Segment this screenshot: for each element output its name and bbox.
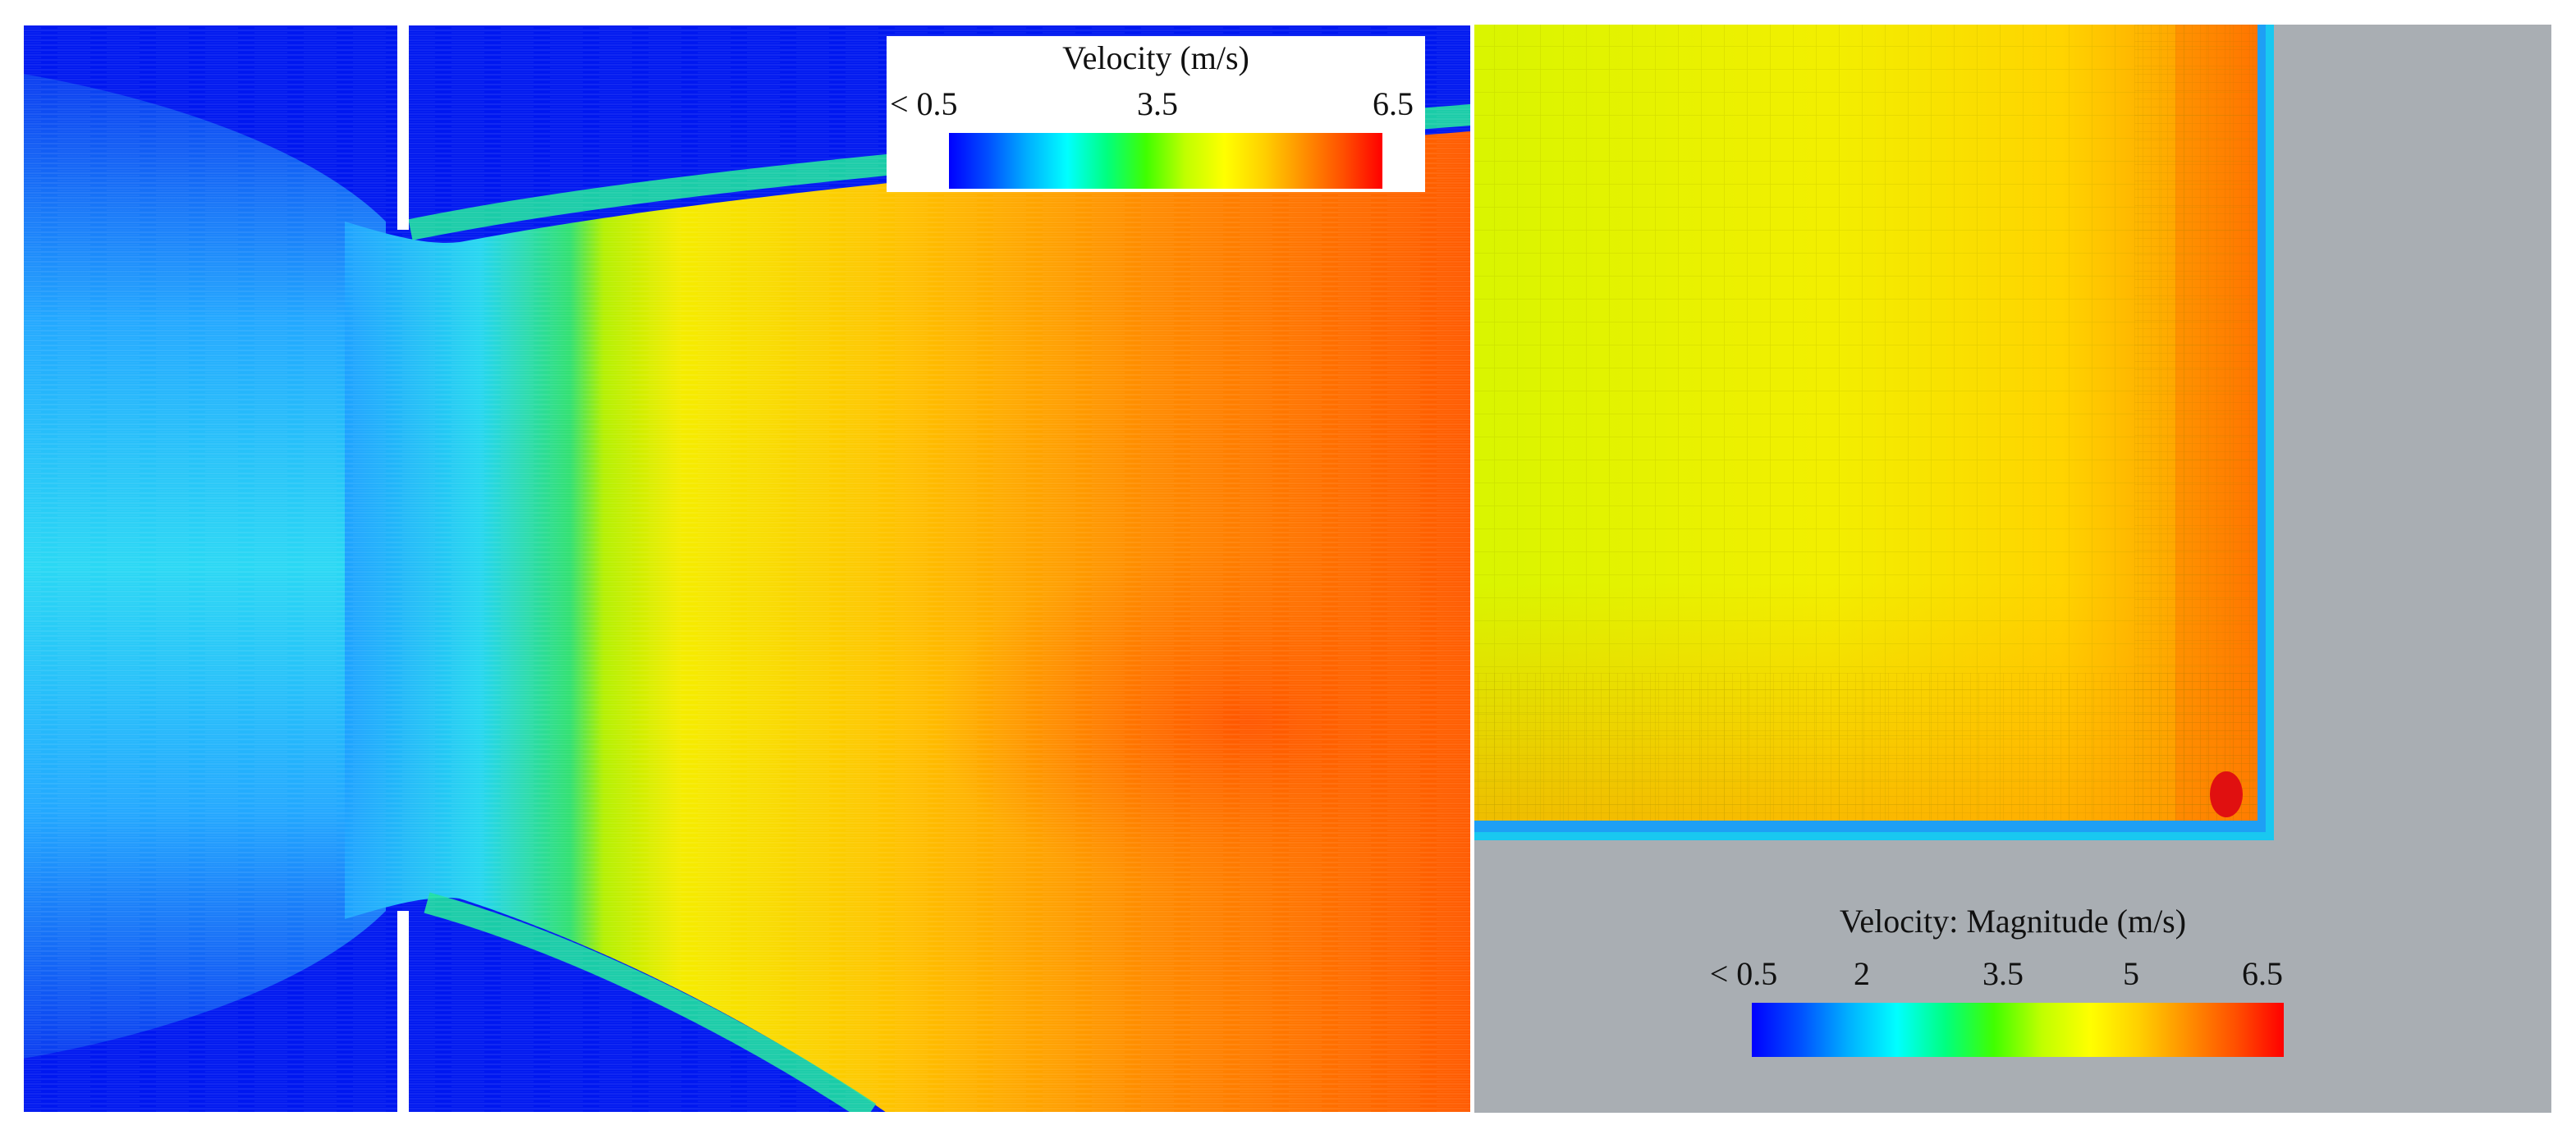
right-colorbar-tick-0: < 0.5	[1710, 955, 1778, 992]
right-colorbar-tick-3: 5	[2123, 955, 2139, 992]
right-colorbar: Velocity: Magnitude (m/s) < 0.5 2 3.5 5 …	[1710, 903, 2284, 1057]
right-colorbar-tick-4: 6.5	[2242, 955, 2283, 992]
left-colorbar-title: Velocity (m/s)	[1062, 39, 1249, 76]
left-flow-panel	[23, 25, 1471, 1113]
left-colorbar-gradient	[949, 133, 1382, 189]
orifice-plate-upper	[397, 25, 409, 230]
left-panel-frame	[22, 24, 1472, 1114]
streamline-texture	[23, 25, 1471, 1113]
left-colorbar-tick-max: 6.5	[1373, 85, 1414, 122]
right-cross-section-panel	[1474, 25, 2551, 1113]
duct-mesh-fine-right	[2134, 25, 2257, 821]
right-colorbar-title: Velocity: Magnitude (m/s)	[1840, 903, 2186, 940]
left-colorbar-tick-min: < 0.5	[890, 85, 958, 122]
right-colorbar-tick-1: 2	[1854, 955, 1870, 992]
left-colorbar: Velocity (m/s) < 0.5 3.5 6.5	[887, 36, 1425, 192]
orifice-plate-lower	[397, 911, 409, 1113]
left-colorbar-tick-mid: 3.5	[1137, 85, 1178, 122]
right-colorbar-tick-2: 3.5	[1982, 955, 2024, 992]
right-colorbar-gradient	[1752, 1003, 2284, 1057]
duct-corner-peak	[2210, 771, 2243, 817]
duct-mesh-fine-bottom	[1474, 673, 2257, 821]
